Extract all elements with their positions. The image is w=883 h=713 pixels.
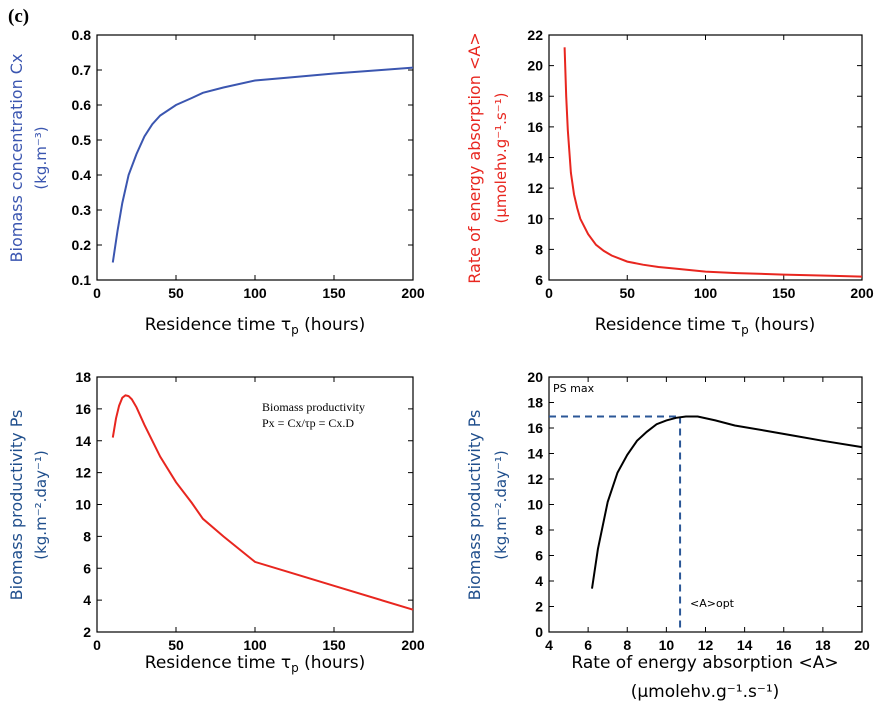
y-tick-label: 20 xyxy=(527,369,543,385)
x-axis-label: Rate of energy absorption <A> xyxy=(571,653,838,673)
x-tick-label: 50 xyxy=(619,285,635,301)
y-tick-label: 8 xyxy=(535,241,543,257)
x-tick-label: 12 xyxy=(698,637,714,653)
y-tick-label: 12 xyxy=(527,471,543,487)
x-tick-label: 50 xyxy=(168,285,184,301)
y-tick-label: 4 xyxy=(83,592,91,608)
y-tick-label: 16 xyxy=(75,401,91,417)
x-tick-label: 150 xyxy=(322,285,346,301)
y-tick-label: 0.2 xyxy=(72,237,92,253)
x-tick-label: 100 xyxy=(694,285,718,301)
y-tick-label: 4 xyxy=(535,573,543,589)
y-tick-label: 0.8 xyxy=(72,27,92,43)
y-tick-label: 0.6 xyxy=(72,97,92,113)
panel-label: (c) xyxy=(8,6,29,27)
y-tick-label: 8 xyxy=(83,528,91,544)
x-tick-label: 50 xyxy=(168,637,184,653)
x-tick-label: 14 xyxy=(737,637,753,653)
x-tick-label: 0 xyxy=(93,285,101,301)
y-tick-label: 0.4 xyxy=(72,167,92,183)
x-axis-label-units: (µmolehν.g⁻¹.s⁻¹) xyxy=(631,682,780,702)
y-tick-label: 10 xyxy=(75,497,91,513)
y-axis-label-line2: (kg.m⁻³) xyxy=(32,126,50,189)
x-tick-label: 150 xyxy=(772,285,796,301)
ps-max-label: PS max xyxy=(553,382,595,395)
x-tick-label: 18 xyxy=(815,637,831,653)
y-tick-label: 0.5 xyxy=(72,132,92,148)
y-tick-label: 0.3 xyxy=(72,202,92,218)
series-line-productivity-vs-absorption xyxy=(591,415,863,589)
y-tick-label: 6 xyxy=(535,272,543,288)
series-line-productivity xyxy=(111,394,414,611)
y-tick-label: 14 xyxy=(75,433,91,449)
plot-frame xyxy=(548,376,863,633)
y-tick-label: 18 xyxy=(75,369,91,385)
y-axis-label-line1: Rate of energy absorption <A> xyxy=(465,32,484,283)
chart-p2: 0 50 100 150 200 6 8 10 12 14 16 18 20 22 Residence t… xyxy=(465,27,874,337)
y-tick-label: 12 xyxy=(527,180,543,196)
x-axis-label: Residence time τp (hours) xyxy=(145,653,365,675)
x-tick-label: 20 xyxy=(854,637,870,653)
x-tick-label: 16 xyxy=(776,637,792,653)
y-tick-label: 16 xyxy=(527,420,543,436)
x-tick-label: 4 xyxy=(545,637,553,653)
chart-p1: 0 50 100 150 200 0.1 0.2 0.3 0.4 0.5 0.6 0.7 0.8 Res… xyxy=(7,27,425,337)
x-tick-label: 100 xyxy=(243,285,267,301)
x-tick-label: 200 xyxy=(401,637,425,653)
y-tick-label: 0.1 xyxy=(72,272,92,288)
x-tick-label: 200 xyxy=(401,285,425,301)
x-tick-label: 200 xyxy=(850,285,874,301)
series-line-biomass-concentration xyxy=(111,66,414,263)
chart-p3: 0 50 100 150 200 2 4 6 8 10 12 14 16 18 Biomass produ… xyxy=(7,369,425,675)
y-tick-label: 10 xyxy=(527,497,543,513)
y-tick-label: 18 xyxy=(527,88,543,104)
y-tick-label: 20 xyxy=(527,58,543,74)
a-opt-label: <A>opt xyxy=(690,597,735,610)
x-axis-label: Residence time τp (hours) xyxy=(595,315,815,337)
y-tick-label: 2 xyxy=(535,599,543,615)
x-tick-label: 150 xyxy=(322,637,346,653)
y-tick-label: 18 xyxy=(527,395,543,411)
x-tick-label: 0 xyxy=(93,637,101,653)
y-axis-label-line2: (kg.m⁻².day⁻¹) xyxy=(32,450,50,560)
x-tick-label: 10 xyxy=(659,637,675,653)
plot-frame xyxy=(96,376,414,633)
y-axis-label-line1: Biomass concentration Cx xyxy=(7,54,26,263)
y-tick-label: 10 xyxy=(527,211,543,227)
y-tick-label: 16 xyxy=(527,119,543,135)
annotation-line1: Biomass productivity xyxy=(262,400,365,414)
y-tick-label: 6 xyxy=(83,560,91,576)
y-axis-label-line1: Biomass productivity Ps xyxy=(7,410,26,601)
y-tick-label: 8 xyxy=(535,522,543,538)
y-tick-label: 12 xyxy=(75,465,91,481)
y-axis-label-line2: (kg.m⁻².day⁻¹) xyxy=(492,450,510,560)
y-tick-label: 0 xyxy=(535,624,543,640)
annotation-line2: Px = Cx/τp = Cx.D xyxy=(262,416,354,430)
x-axis-label: Residence time τp (hours) xyxy=(145,315,365,337)
y-tick-label: 2 xyxy=(83,624,91,640)
y-tick-label: 14 xyxy=(527,446,543,462)
y-tick-label: 0.7 xyxy=(72,62,92,78)
y-axis-label-line2: (µmolehν.g⁻¹.s⁻¹) xyxy=(492,92,510,223)
y-tick-label: 14 xyxy=(527,150,543,166)
x-tick-label: 100 xyxy=(243,637,267,653)
x-tick-label: 6 xyxy=(584,637,592,653)
series-line-energy-absorption xyxy=(563,47,863,278)
y-axis-label-line1: Biomass productivity Ps xyxy=(465,410,484,601)
x-tick-label: 0 xyxy=(545,285,553,301)
x-tick-label: 8 xyxy=(623,637,631,653)
y-tick-label: 22 xyxy=(527,27,543,43)
y-tick-label: 6 xyxy=(535,548,543,564)
